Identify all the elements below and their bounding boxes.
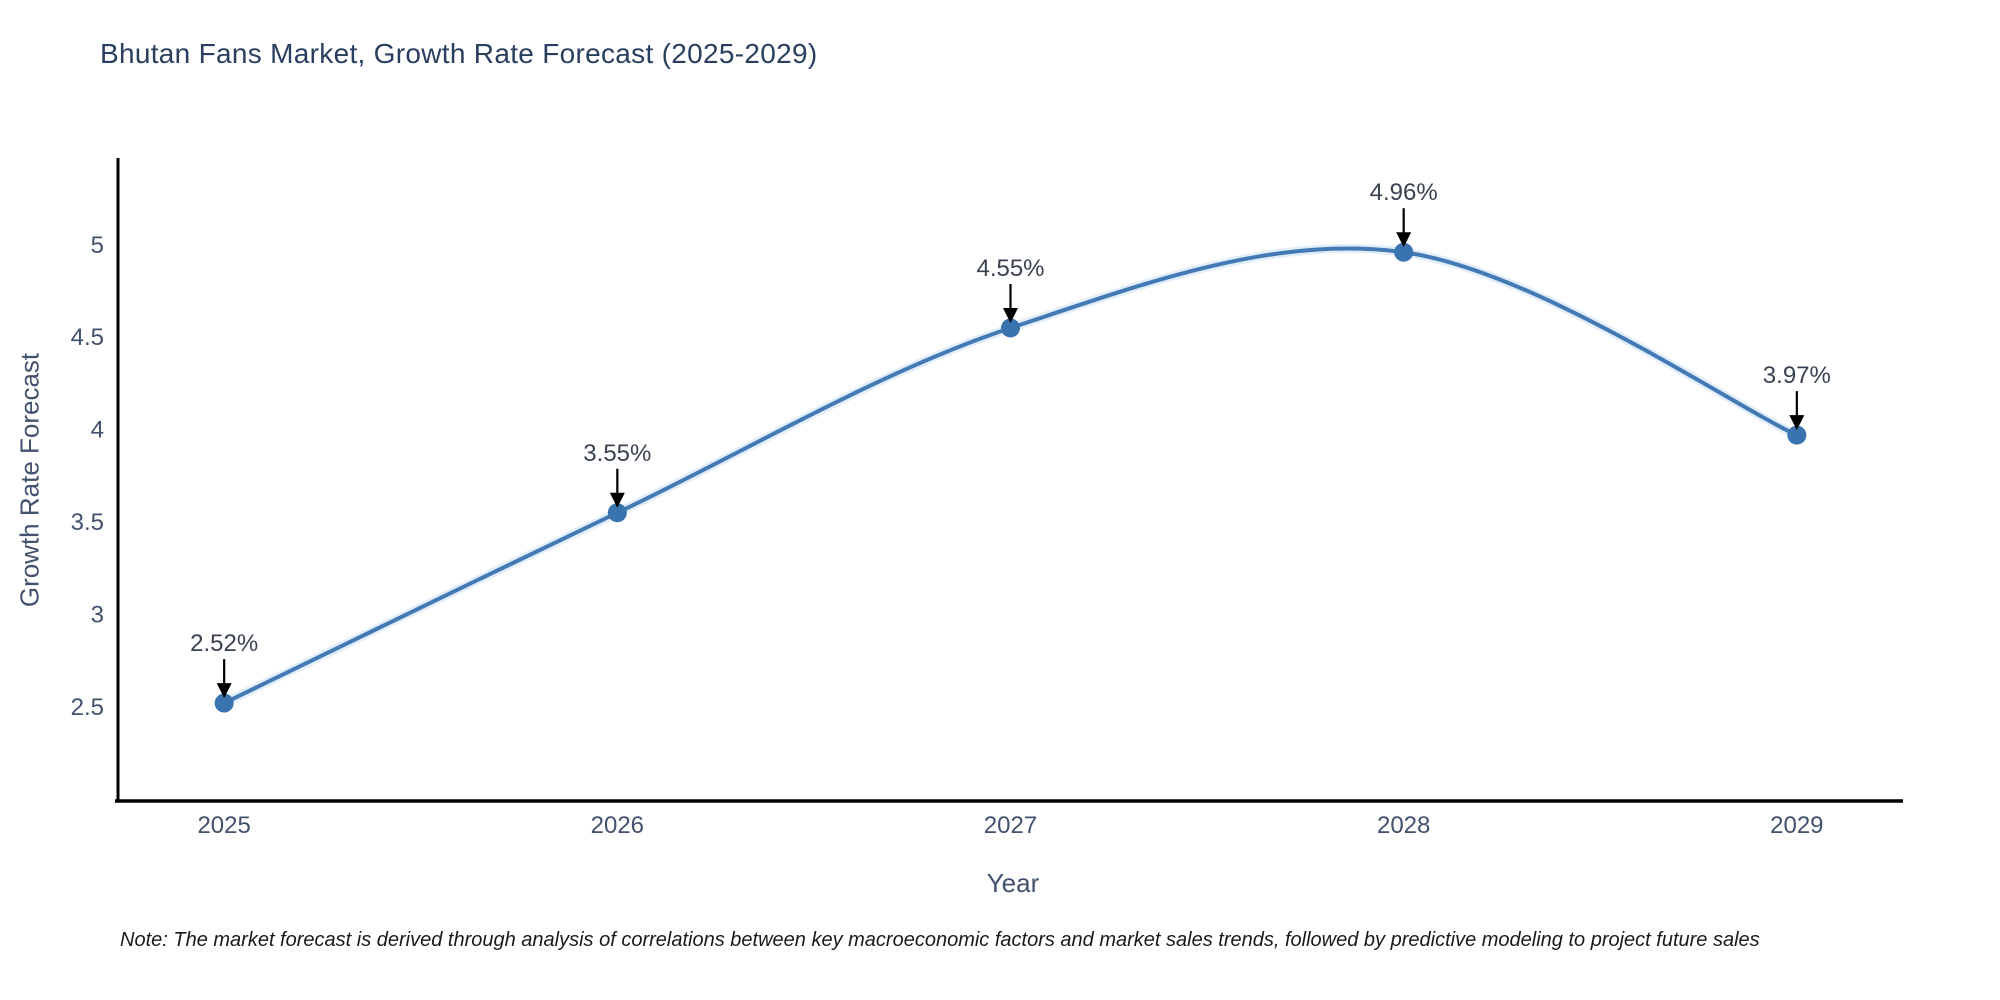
chart-title: Bhutan Fans Market, Growth Rate Forecast… [100, 38, 818, 69]
y-tick-label: 4.5 [71, 324, 104, 351]
annotation-arrow-head [1003, 307, 1018, 323]
y-tick-label: 3.5 [71, 509, 104, 536]
data-point-label: 3.55% [583, 440, 651, 467]
x-tick-label: 2026 [591, 812, 644, 839]
footnote: Note: The market forecast is derived thr… [120, 929, 1760, 951]
y-tick-label: 5 [91, 232, 104, 259]
annotation-arrow-head [1789, 415, 1805, 431]
x-tick-label: 2028 [1377, 812, 1430, 839]
annotation-arrow-head [609, 492, 625, 508]
data-point-label: 3.97% [1763, 362, 1831, 389]
x-tick-label: 2027 [984, 812, 1037, 839]
x-tick-label: 2025 [197, 812, 250, 839]
data-point-marker [1394, 242, 1414, 262]
x-tick-label: 2029 [1770, 812, 1823, 839]
y-tick-label: 3 [91, 601, 104, 628]
data-point-label: 4.96% [1370, 179, 1438, 206]
data-point-label: 4.55% [976, 255, 1044, 282]
y-axis-title: Growth Rate Forecast [14, 352, 45, 608]
data-point-marker [607, 503, 627, 523]
annotation-arrow-head [216, 683, 232, 699]
annotation-arrow-head [1396, 232, 1412, 248]
x-axis-title: Year [986, 868, 1040, 898]
data-point-marker [1787, 425, 1807, 445]
data-point-label: 2.52% [190, 630, 258, 657]
y-tick-label: 4 [91, 417, 104, 444]
y-tick-label: 2.5 [71, 694, 104, 721]
data-point-marker [214, 693, 234, 713]
data-point-marker [1001, 318, 1020, 338]
